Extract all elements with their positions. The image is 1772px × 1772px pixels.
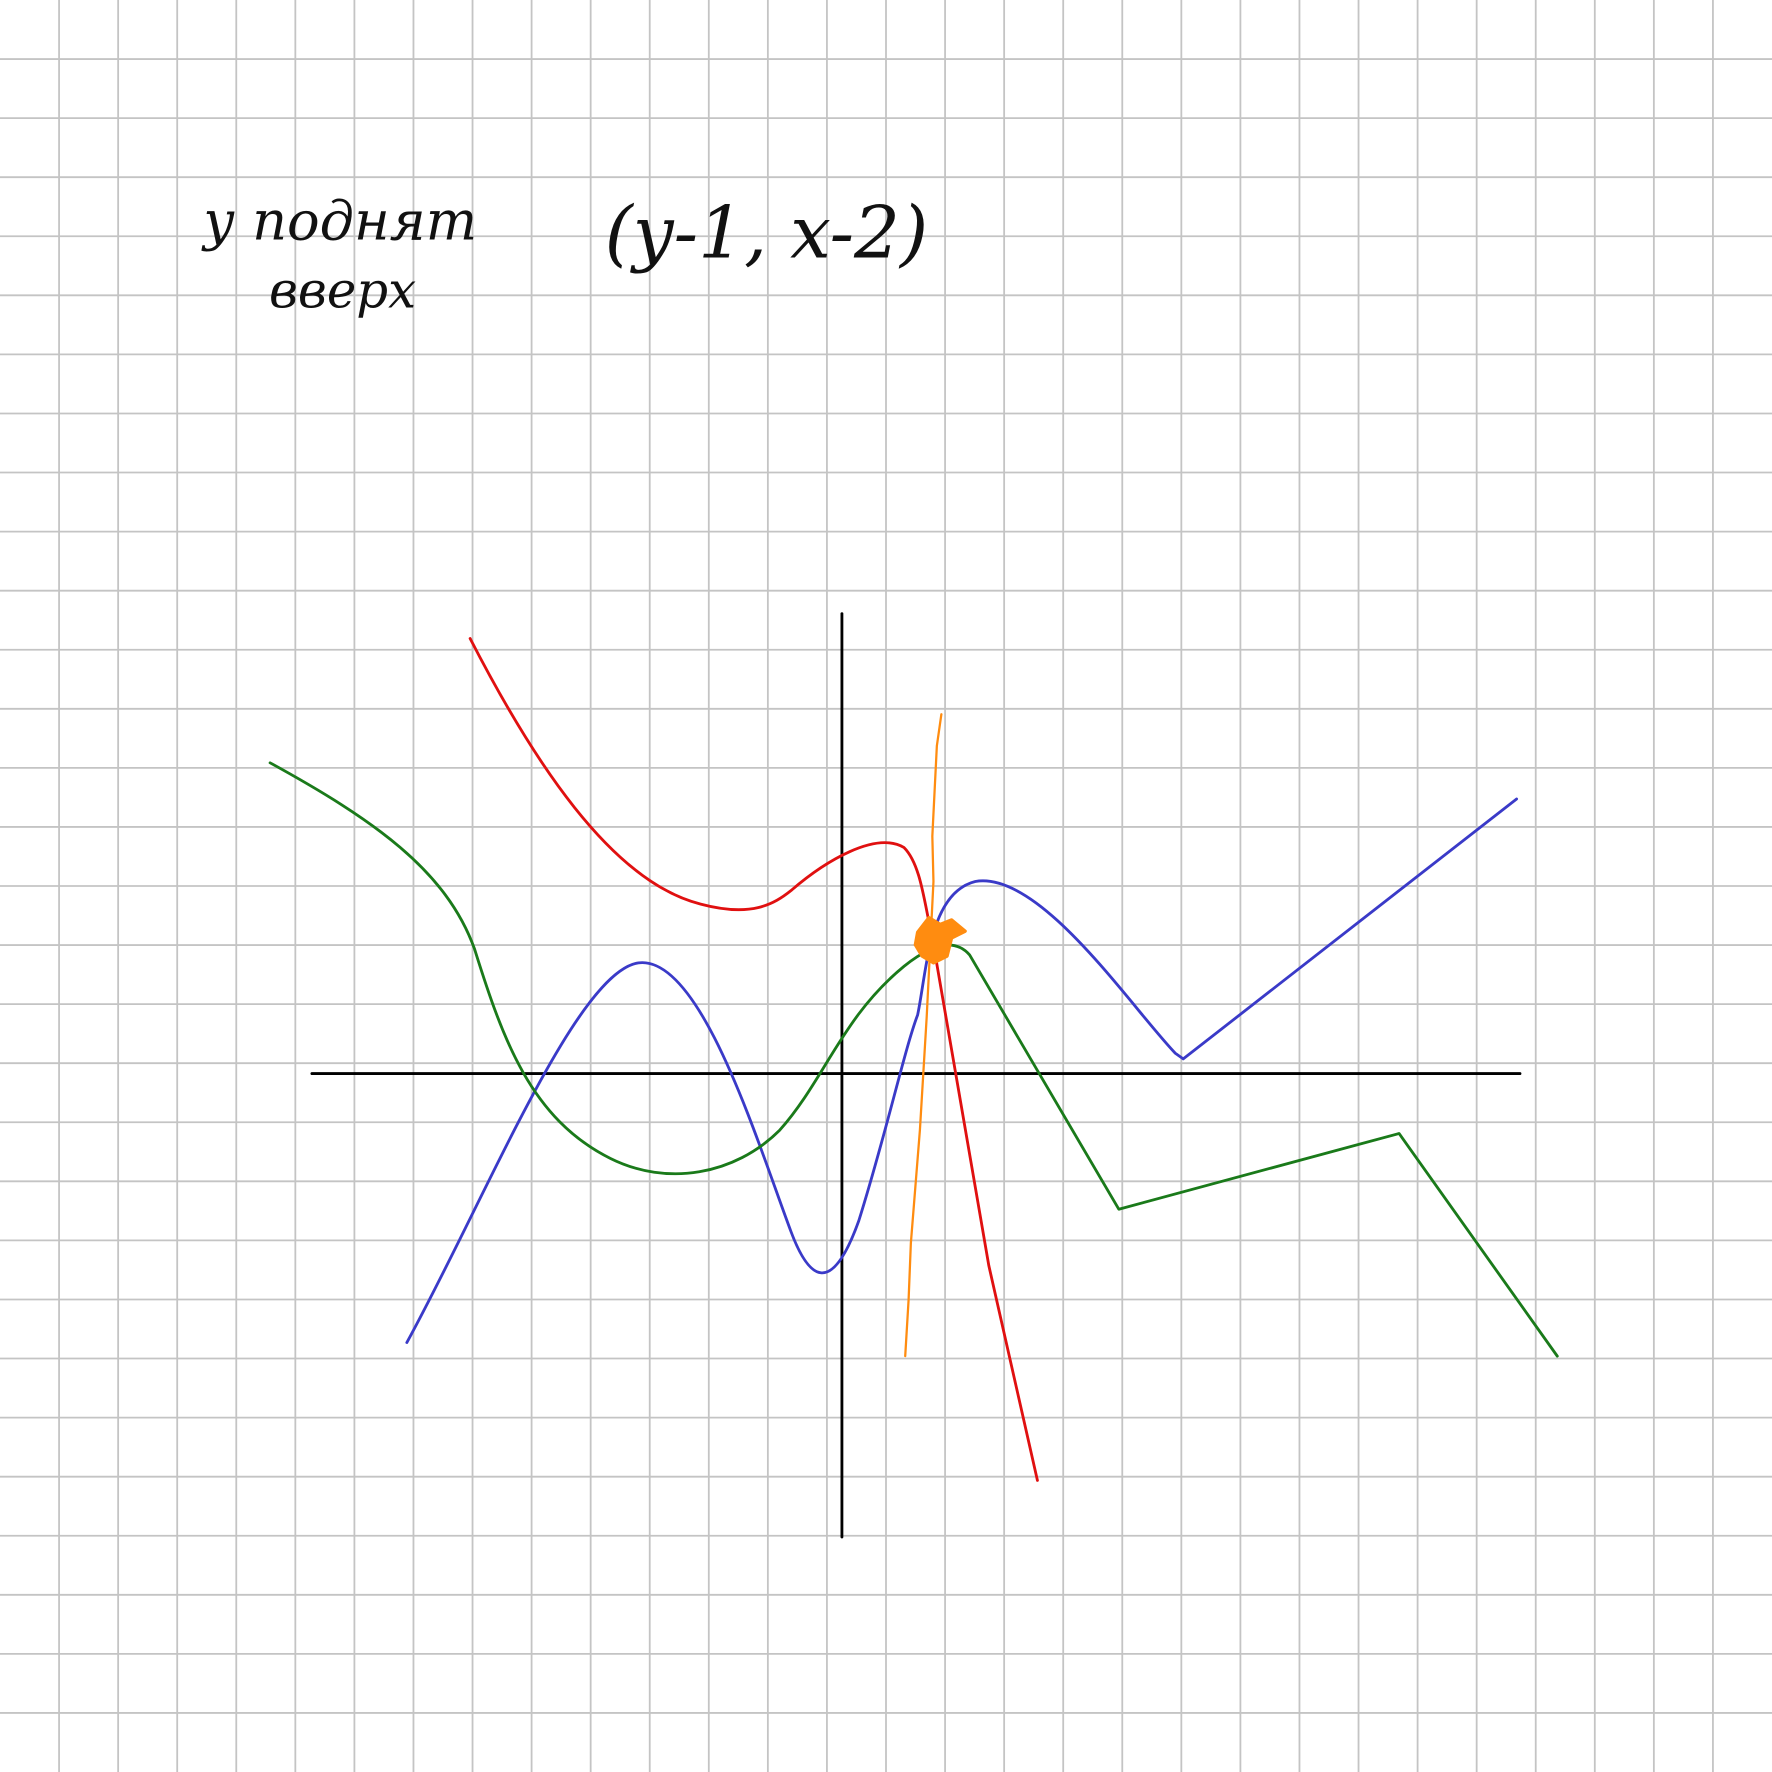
red-curve bbox=[468, 637, 1039, 1482]
orange-curve bbox=[904, 713, 943, 1358]
green-curve bbox=[268, 761, 1559, 1358]
orange-knot bbox=[913, 915, 967, 965]
sketch bbox=[268, 612, 1559, 1539]
blue-curve bbox=[405, 797, 1519, 1344]
note-shift: (y-1, x-2) bbox=[605, 192, 929, 276]
note-line2: вверх bbox=[269, 261, 416, 319]
note-line1: у поднят bbox=[200, 190, 477, 253]
